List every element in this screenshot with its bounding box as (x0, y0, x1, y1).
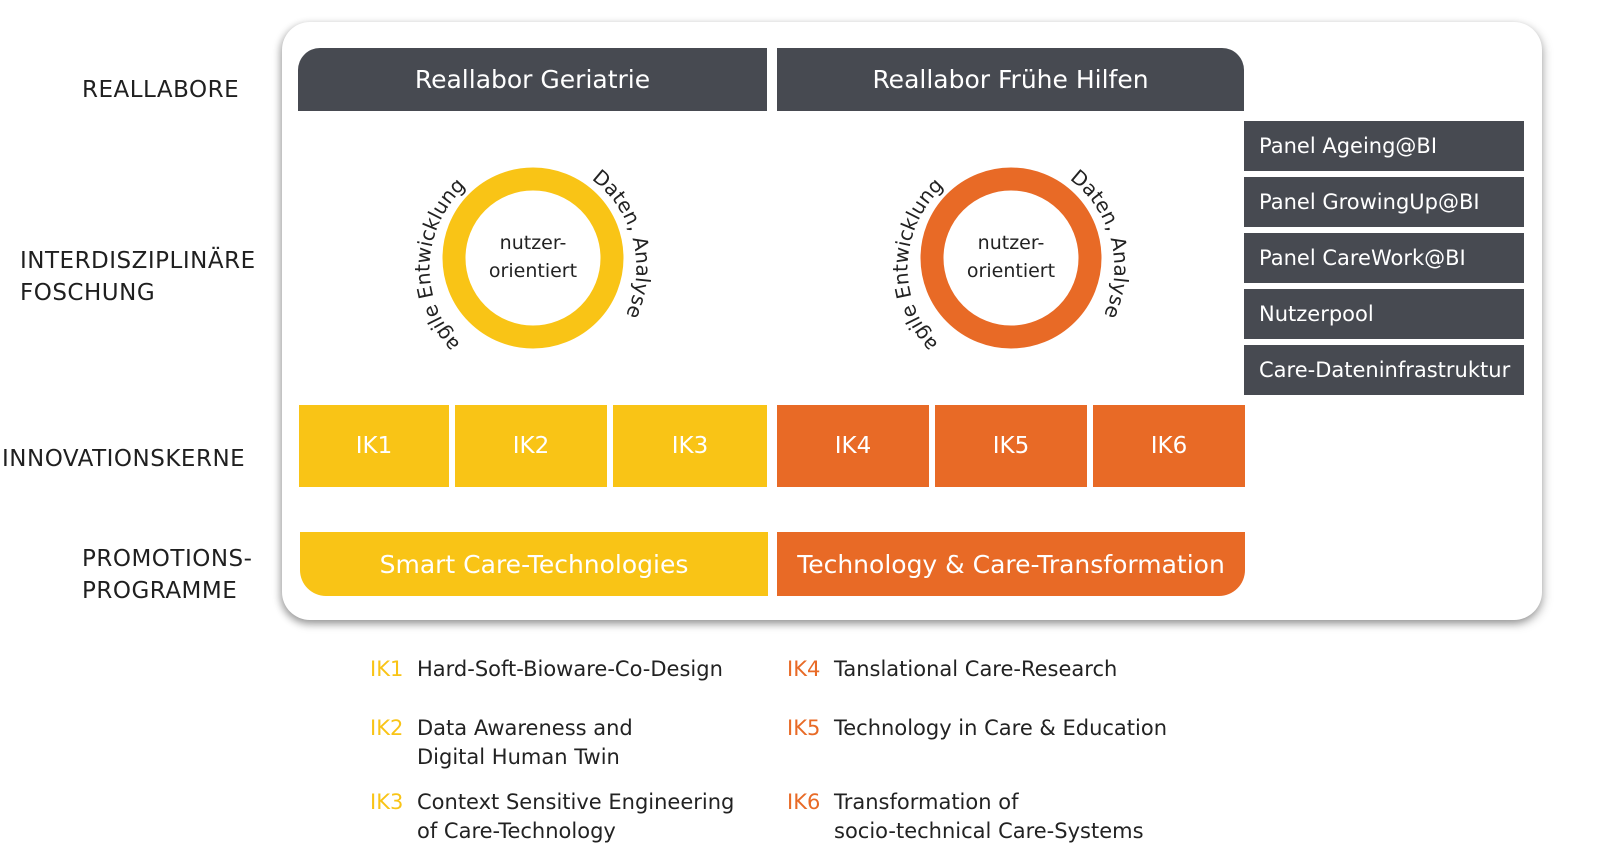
panel-ageing: Panel Ageing@BI (1244, 121, 1524, 171)
legend-code: IK2 (370, 716, 404, 740)
row-label-promotions-line1: PROMOTIONS- (82, 546, 253, 572)
program-smart-care: Smart Care-Technologies (300, 532, 768, 596)
legend-desc: Hard-Soft-Bioware-Co-Design (417, 657, 723, 681)
program-label: Technology & Care-Transformation (797, 549, 1225, 579)
row-label-promotionsprogramme: PROMOTIONS- PROGRAMME (82, 543, 252, 607)
innovation-core-ik2: IK2 (455, 405, 607, 487)
legend-code: IK1 (370, 657, 404, 681)
lab-title-geriatrie: Reallabor Geriatrie (414, 65, 651, 94)
legend-desc: Technology in Care & Education (834, 716, 1168, 740)
lab-title-fruehe-hilfen: Reallabor Frühe Hilfen (872, 65, 1149, 94)
cycle-center-line1: nutzer- (500, 232, 567, 254)
legend-desc: Context Sensitive Engineering of Care-Te… (417, 790, 735, 843)
panel-label: Panel CareWork@BI (1259, 246, 1466, 270)
cycle-center-line1: nutzer- (978, 232, 1045, 254)
panel-care-dateninfrastruktur: Care-Dateninfrastruktur (1244, 345, 1524, 395)
panel-label: Panel GrowingUp@BI (1259, 190, 1480, 214)
cycle-center-line2: orientiert (967, 260, 1055, 282)
panel-growingup: Panel GrowingUp@BI (1244, 177, 1524, 227)
lab-header-fruehe-hilfen: Reallabor Frühe Hilfen (777, 48, 1244, 111)
lab-header-geriatrie: Reallabor Geriatrie (298, 48, 767, 111)
ik-label: IK3 (671, 433, 709, 459)
legend-code: IK4 (787, 657, 821, 681)
legend-desc: Tanslational Care-Research (834, 657, 1118, 681)
ik-label: IK1 (355, 433, 393, 459)
panel-label: Nutzerpool (1259, 302, 1374, 326)
legend-desc: Data Awareness and Digital Human Twin (417, 716, 633, 769)
ik-label: IK5 (992, 433, 1030, 459)
program-care-transformation: Technology & Care-Transformation (777, 532, 1245, 596)
ik-label: IK4 (834, 433, 872, 459)
row-label-reallabore: REALLABORE (82, 77, 240, 103)
cycle-diagram-fruehe-hilfen: agile Entwicklung Daten, Analyse nutzer-… (861, 142, 1161, 372)
innovation-core-ik4: IK4 (777, 405, 929, 487)
innovation-core-ik5: IK5 (935, 405, 1087, 487)
panel-label: Panel Ageing@BI (1259, 134, 1438, 158)
legend-code: IK6 (787, 790, 821, 814)
cycle-diagram-geriatrie: agile Entwicklung Daten, Analyse nutzer-… (383, 142, 683, 372)
ring-icon-orange: agile Entwicklung Daten, Analyse nutzer-… (889, 165, 1134, 357)
row-label-promotions-line2: PROGRAMME (82, 578, 238, 604)
row-label-innovationskerne: INNOVATIONSKERNE (2, 446, 246, 472)
cycle-center-line2: orientiert (489, 260, 577, 282)
legend-code: IK5 (787, 716, 821, 740)
legend-code: IK3 (370, 790, 404, 814)
legend-desc: Transformation of socio-technical Care-S… (834, 790, 1144, 843)
panel-carework: Panel CareWork@BI (1244, 233, 1524, 283)
panel-nutzerpool: Nutzerpool (1244, 289, 1524, 339)
ring-icon-yellow: agile Entwicklung Daten, Analyse nutzer-… (411, 165, 656, 357)
row-label-forschung: INTERDISZIPLINÄRE FOSCHUNG (20, 245, 256, 309)
row-label-forschung-line1: INTERDISZIPLINÄRE (20, 248, 256, 274)
ik-label: IK2 (512, 433, 550, 459)
innovation-core-ik1: IK1 (299, 405, 449, 487)
ik-label: IK6 (1150, 433, 1188, 459)
innovation-core-ik6: IK6 (1093, 405, 1245, 487)
row-label-forschung-line2: FOSCHUNG (20, 280, 156, 306)
panel-label: Care-Dateninfrastruktur (1259, 358, 1511, 382)
program-label: Smart Care-Technologies (379, 549, 689, 579)
innovation-core-ik3: IK3 (613, 405, 767, 487)
